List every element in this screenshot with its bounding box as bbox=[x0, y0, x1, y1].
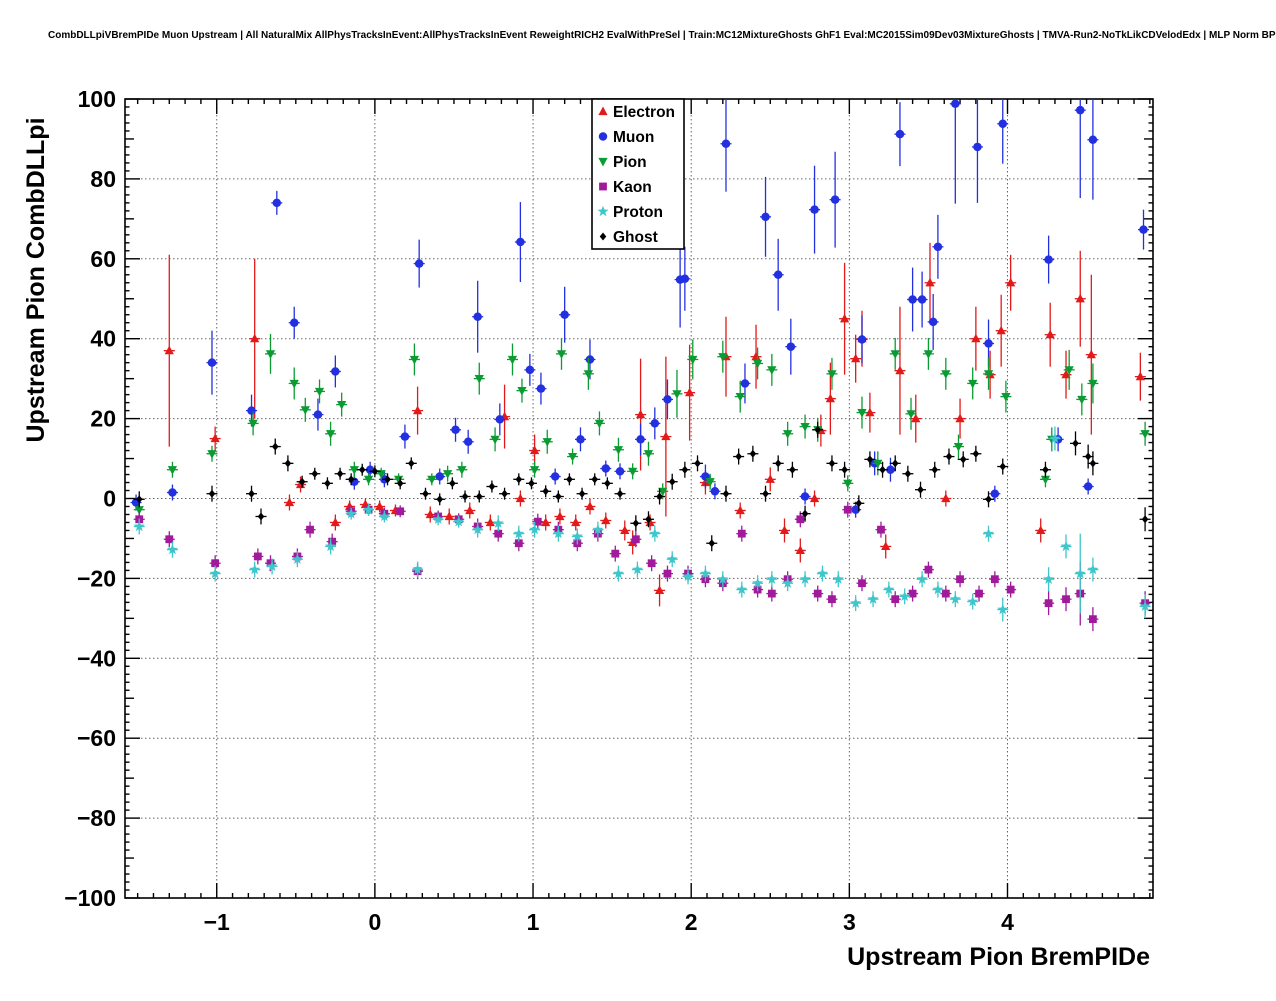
legend-item-pion: Pion bbox=[598, 154, 647, 171]
x-tick-label: 2 bbox=[685, 909, 698, 935]
legend-label: Kaon bbox=[613, 179, 652, 196]
series-electron bbox=[163, 242, 1146, 607]
y-axis-title: Upstream Pion CombDLLpi bbox=[22, 117, 50, 442]
series-muon bbox=[130, 99, 1150, 518]
y-tick-label: −40 bbox=[77, 645, 116, 671]
y-tick-label: 0 bbox=[103, 486, 116, 512]
legend-label: Pion bbox=[613, 154, 647, 171]
series-proton bbox=[133, 426, 1151, 622]
series-kaon bbox=[133, 501, 1151, 632]
legend-label: Proton bbox=[613, 204, 663, 221]
legend-item-ghost: Ghost bbox=[599, 229, 658, 246]
legend-box bbox=[591, 98, 685, 250]
legend-label: Muon bbox=[613, 129, 654, 146]
legend-label: Electron bbox=[613, 104, 675, 121]
y-tick-label: 80 bbox=[90, 166, 116, 192]
legend-item-proton: Proton bbox=[597, 204, 663, 221]
gridlines bbox=[125, 99, 1153, 898]
x-tick-label: −1 bbox=[204, 909, 230, 935]
x-tick-label: 4 bbox=[1001, 909, 1014, 935]
y-tick-label: −60 bbox=[77, 725, 116, 751]
x-tick-label: 1 bbox=[527, 909, 540, 935]
legend-label: Ghost bbox=[613, 229, 658, 246]
y-tick-label: −80 bbox=[77, 805, 116, 831]
y-tick-label: −20 bbox=[77, 565, 116, 591]
y-tick-labels: −100 −80 −60 −40 −20 0 20 40 60 80 100 bbox=[64, 86, 116, 911]
y-tick-label: 60 bbox=[90, 246, 116, 272]
x-tick-label: 3 bbox=[843, 909, 856, 935]
series-pion bbox=[133, 333, 1151, 518]
y-tick-label: 40 bbox=[90, 326, 116, 352]
x-axis-title: Upstream Pion BremPIDe bbox=[847, 943, 1150, 971]
plot-title: CombDLLpiVBremPIDe Muon Upstream | All N… bbox=[48, 30, 1276, 41]
y-tick-label: 100 bbox=[78, 86, 116, 112]
legend-item-muon: Muon bbox=[598, 129, 654, 146]
x-tick-labels: −1 0 1 2 3 4 bbox=[204, 909, 1014, 935]
y-tick-label: −100 bbox=[64, 885, 116, 911]
legend-item-electron: Electron bbox=[598, 104, 675, 121]
y-tick-label: 20 bbox=[90, 406, 116, 432]
x-tick-label: 0 bbox=[368, 909, 381, 935]
legend-item-kaon: Kaon bbox=[599, 179, 652, 196]
legend: Electron Muon Pion Kaon Proton Ghost bbox=[591, 98, 685, 250]
